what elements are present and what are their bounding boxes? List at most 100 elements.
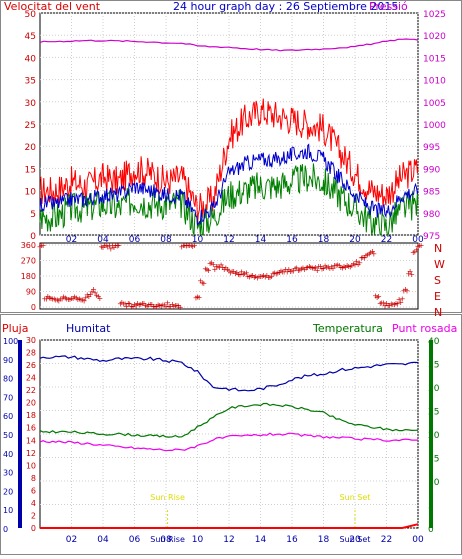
wind-direction-point: + (375, 292, 382, 301)
wind-direction-point: + (374, 293, 381, 302)
wind-direction-point: + (40, 241, 47, 250)
wind-direction-point: + (48, 294, 55, 303)
rain-y-tick-label: 10 (26, 461, 36, 470)
rain-y-tick-label: 14 (26, 436, 36, 445)
wind-direction-point: + (290, 266, 297, 275)
wind-direction-point: + (174, 301, 181, 310)
pressure-title: Pressió (369, 0, 408, 13)
wind-speed-line (39, 98, 419, 224)
wind-direction-point: + (84, 291, 91, 300)
wind-direction-point: + (100, 243, 107, 252)
wind-direction-point: + (330, 264, 337, 273)
humidity-y-tick-label: 40 (3, 450, 13, 459)
wind-direction-point: + (232, 269, 239, 278)
wind-direction-point: + (123, 302, 130, 311)
wind-direction-point: + (188, 241, 195, 250)
wind-direction-point: + (185, 241, 192, 250)
wind-direction-point: + (93, 291, 100, 300)
wind-direction-point: + (265, 273, 272, 282)
humidity-y-tick-label: 0 (3, 525, 8, 534)
wind-direction-point: + (295, 266, 302, 275)
wind-direction-point: + (281, 268, 288, 277)
wind-direction-point: + (49, 295, 56, 304)
wind-direction-point: + (404, 286, 411, 295)
wind-direction-point: + (284, 267, 291, 276)
pressure-y-tick-label: 1025 (423, 10, 446, 20)
wind-direction-point: + (63, 294, 70, 303)
wind-direction-point: + (144, 302, 151, 311)
sun-rise-axis-label: Sun Rise (150, 535, 185, 544)
wind-y-tick-label: 30 (25, 99, 37, 109)
wind-direction-point: + (405, 270, 412, 279)
wind-direction-point: + (224, 265, 231, 274)
humidity-y-tick-label: 100 (3, 337, 18, 346)
wind-direction-point: + (393, 299, 400, 308)
wind-direction-point: + (413, 245, 420, 254)
compass-s: S (434, 274, 441, 287)
wind-direction-point: + (339, 263, 346, 272)
wind-direction-point: + (246, 272, 253, 281)
wind-direction-point: + (257, 272, 264, 281)
wind-direction-point: + (70, 294, 77, 303)
wind-direction-point: + (396, 295, 403, 304)
wind-direction-point: + (207, 259, 214, 268)
rain-y-tick-label: 0 (31, 524, 36, 533)
wind-direction-point: + (142, 301, 149, 310)
wind-y-tick-label: 10 (25, 188, 37, 198)
wind-direction-point: + (56, 297, 63, 306)
wind-direction-point: + (270, 269, 277, 278)
wind-direction-point: + (259, 272, 266, 281)
wind-y-tick-label: 40 (25, 54, 37, 64)
wind-direction-point: + (73, 294, 80, 303)
temp-x-tick-label: 02 (66, 535, 77, 545)
wind-direction-point: + (108, 245, 115, 254)
wind-direction-point: + (117, 299, 124, 308)
wind-direction-point: + (155, 300, 162, 309)
wind-direction-point: + (161, 301, 168, 310)
wind-direction-point: + (358, 253, 365, 262)
temp-x-tick-label: 04 (97, 535, 109, 545)
wind-direction-point: + (169, 300, 176, 309)
wind-direction-point: + (183, 241, 190, 250)
wind-direction-point: + (333, 261, 340, 270)
wind-direction-point: + (331, 261, 338, 270)
sun-rise-label: Sun Rise (150, 493, 185, 502)
wind-direction-point: + (256, 272, 263, 281)
wind-direction-point: + (380, 299, 387, 308)
rain-legend: Pluja (2, 322, 28, 335)
wind-direction-point: + (360, 253, 367, 262)
humidity-y-tick-label: 50 (3, 431, 13, 440)
rain-line (40, 523, 419, 529)
rain-y-tick-label: 4 (31, 499, 36, 508)
wind-direction-point: + (213, 262, 220, 271)
pressure-y-tick-label: 990 (423, 165, 440, 175)
wind-direction-point: + (353, 257, 360, 266)
wind-direction-point: + (78, 295, 85, 304)
wind-x-tick-label: 22 (381, 235, 392, 245)
wind-direction-point: + (320, 264, 327, 273)
wind-x-tick-label: 18 (318, 235, 330, 245)
wind-direction-point: + (274, 269, 281, 278)
wind-x-tick-label: 08 (160, 235, 172, 245)
temp-y-tick-label: 30 (428, 384, 440, 394)
temp-y-tick-label: 15 (428, 455, 439, 465)
wind-direction-point: + (382, 301, 389, 310)
wind-direction-point: + (189, 242, 196, 251)
wind-direction-point: + (175, 301, 182, 310)
wind-direction-point: + (45, 292, 52, 301)
wind-y-tick-label: 50 (25, 10, 37, 20)
wind-direction-point: + (120, 300, 127, 309)
wind-direction-point: + (137, 300, 144, 309)
wind-direction-point: + (300, 264, 307, 273)
wind-direction-point: + (400, 287, 407, 296)
wind-direction-point: + (222, 263, 229, 272)
wind-direction-point: + (131, 300, 138, 309)
wind-direction-point: + (215, 262, 222, 271)
wind-direction-point: + (240, 270, 247, 279)
wind-direction-point: + (216, 263, 223, 272)
pressure-y-tick-label: 1005 (423, 99, 446, 109)
wind-direction-point: + (150, 302, 157, 311)
temp-y-tick-label: 35 (428, 361, 439, 371)
wind-direction-point: + (62, 293, 69, 302)
